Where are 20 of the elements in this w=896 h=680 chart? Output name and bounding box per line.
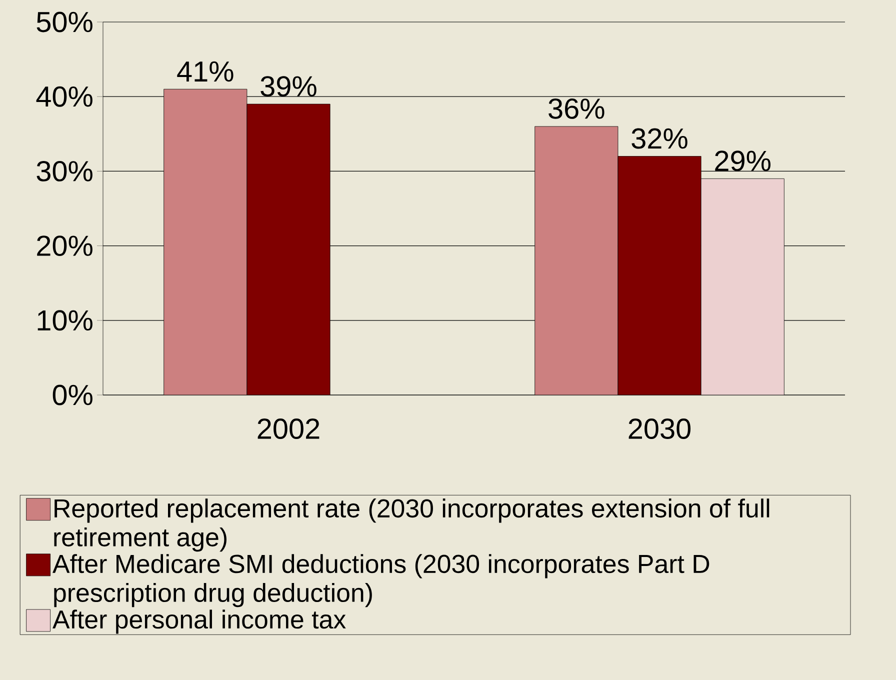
x-tick-label: 2002 xyxy=(258,418,320,439)
bar xyxy=(164,88,248,395)
bar xyxy=(618,156,702,395)
legend-label: After personal income tax xyxy=(52,610,346,634)
legend-label: Reported replacement rate (2030 incorporates extension of full retirement age) xyxy=(54,498,770,552)
x-tick-label: 2030 xyxy=(628,418,690,439)
data-label: 36% xyxy=(548,98,604,119)
data-label: 41% xyxy=(177,61,234,82)
y-tick-label: 40% xyxy=(36,86,92,107)
data-label: 39% xyxy=(260,76,316,97)
y-tick-label: 50% xyxy=(36,12,92,32)
bar xyxy=(246,104,330,395)
y-tick-label: 0% xyxy=(52,384,92,406)
data-label: 32% xyxy=(632,128,688,149)
y-tick-label: 10% xyxy=(38,310,92,331)
data-label: 29% xyxy=(715,150,770,172)
legend-label: After Medicare SMI deductions (2030 incorporates Part D prescription drug deduction) xyxy=(52,554,710,608)
bar xyxy=(534,126,618,395)
y-tick-label: 30% xyxy=(36,160,92,182)
y-tick-label: 20% xyxy=(37,236,92,256)
